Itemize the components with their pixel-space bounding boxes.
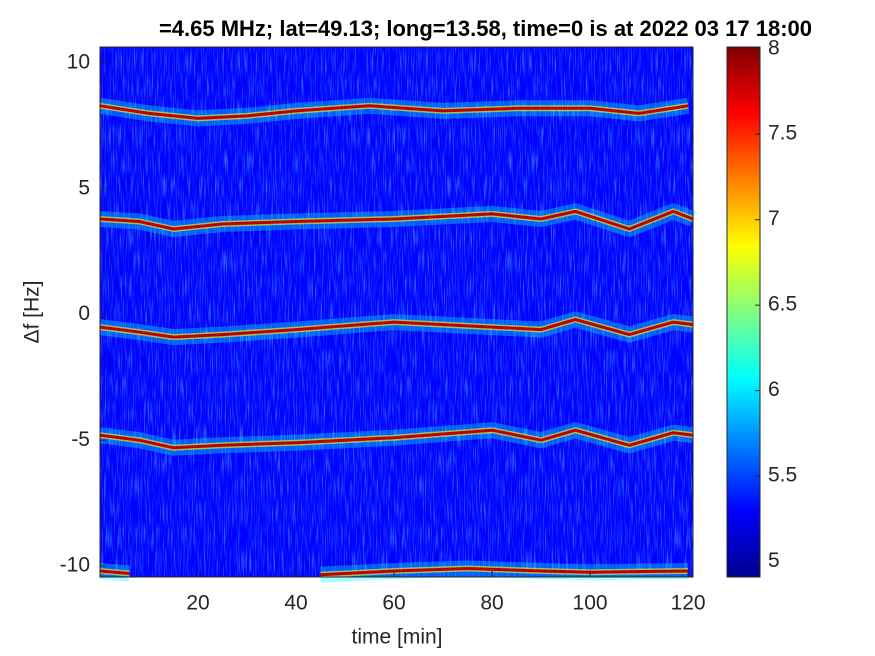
chart-title: =4.65 MHz; lat=49.13; long=13.58, time=0… (159, 16, 812, 41)
y-tick-label: -10 (60, 553, 90, 576)
colorbar-tick-label: 6 (768, 378, 780, 401)
colorbar-tick-label: 7.5 (768, 122, 797, 145)
x-tick-label: 60 (382, 592, 405, 615)
y-tick-label: 10 (67, 51, 90, 74)
x-tick-label: 80 (480, 592, 503, 615)
colorbar (726, 46, 761, 578)
ridge-line (99, 104, 689, 120)
colorbar-tick-label: 5.5 (768, 464, 797, 487)
ridge-line (99, 428, 694, 450)
colorbar-tick-label: 8 (768, 36, 780, 59)
x-tick-label: 40 (284, 592, 307, 615)
x-axis-label: time [min] (351, 626, 442, 649)
plot-frame (99, 46, 694, 578)
ridge-line (99, 209, 694, 231)
y-tick-label: 0 (78, 302, 90, 325)
x-tick-label: 20 (186, 592, 209, 615)
x-tick-label: 100 (573, 592, 608, 615)
colorbar-tick-label: 7 (768, 207, 780, 230)
ridge-line (99, 567, 689, 577)
plot-area (98, 47, 696, 583)
noise-texture (100, 47, 693, 577)
y-tick-label: 5 (78, 176, 90, 199)
colorbar-tick-label: 6.5 (768, 293, 797, 316)
y-axis-label: Δf [Hz] (21, 280, 44, 343)
y-tick-label: -5 (71, 428, 90, 451)
x-tick-label: 120 (671, 592, 706, 615)
colorbar-tick-label: 5 (768, 549, 780, 572)
ridge-line (99, 318, 694, 339)
